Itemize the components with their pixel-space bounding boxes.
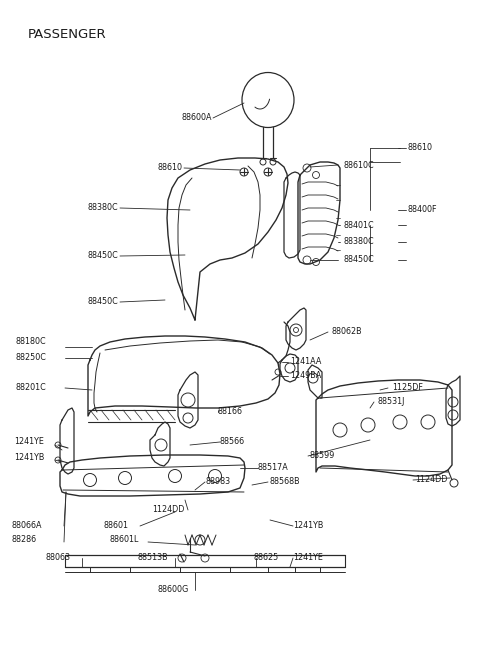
Text: 88250C: 88250C [15, 354, 46, 362]
Text: 88201C: 88201C [15, 383, 46, 392]
Text: 88166: 88166 [218, 407, 243, 417]
Text: 88450C: 88450C [344, 255, 375, 265]
Text: 88610C: 88610C [344, 160, 374, 170]
Text: 88610: 88610 [408, 143, 433, 153]
Circle shape [293, 328, 299, 333]
Text: 88380C: 88380C [87, 204, 118, 212]
Text: 1241AA: 1241AA [290, 358, 322, 367]
Text: 88601L: 88601L [110, 536, 139, 544]
Text: 88180C: 88180C [15, 337, 46, 346]
Text: 88401C: 88401C [344, 221, 374, 229]
Text: 88599: 88599 [310, 451, 336, 460]
Text: 1124DD: 1124DD [415, 476, 447, 485]
Text: 1241YE: 1241YE [293, 553, 323, 563]
Text: 88600A: 88600A [181, 113, 212, 122]
Text: 88513B: 88513B [138, 553, 168, 563]
Text: 1241YB: 1241YB [293, 521, 324, 529]
Text: 1249BA: 1249BA [290, 371, 321, 381]
Text: 88568B: 88568B [270, 477, 300, 487]
Text: 88286: 88286 [12, 536, 37, 544]
Text: 88601: 88601 [104, 521, 129, 529]
Text: 88566: 88566 [220, 438, 245, 447]
Text: 88625: 88625 [254, 553, 279, 563]
Text: 1125DF: 1125DF [392, 383, 423, 392]
Text: 88983: 88983 [205, 477, 230, 487]
Text: 88400F: 88400F [408, 206, 437, 214]
Text: PASSENGER: PASSENGER [28, 29, 107, 41]
Text: 88063: 88063 [46, 553, 71, 563]
Text: 88450C: 88450C [87, 252, 118, 261]
Text: 88531J: 88531J [378, 398, 406, 407]
Text: 88610: 88610 [157, 164, 182, 172]
Text: 1124DD: 1124DD [152, 504, 184, 514]
Text: 88517A: 88517A [258, 464, 289, 472]
Text: 88062B: 88062B [332, 328, 362, 337]
Text: 1241YE: 1241YE [14, 438, 44, 447]
Text: 88600G: 88600G [158, 586, 189, 595]
Text: 88066A: 88066A [12, 521, 43, 529]
Text: 88380C: 88380C [344, 238, 374, 246]
Text: 88450C: 88450C [87, 297, 118, 307]
Text: 1241YB: 1241YB [14, 453, 44, 462]
